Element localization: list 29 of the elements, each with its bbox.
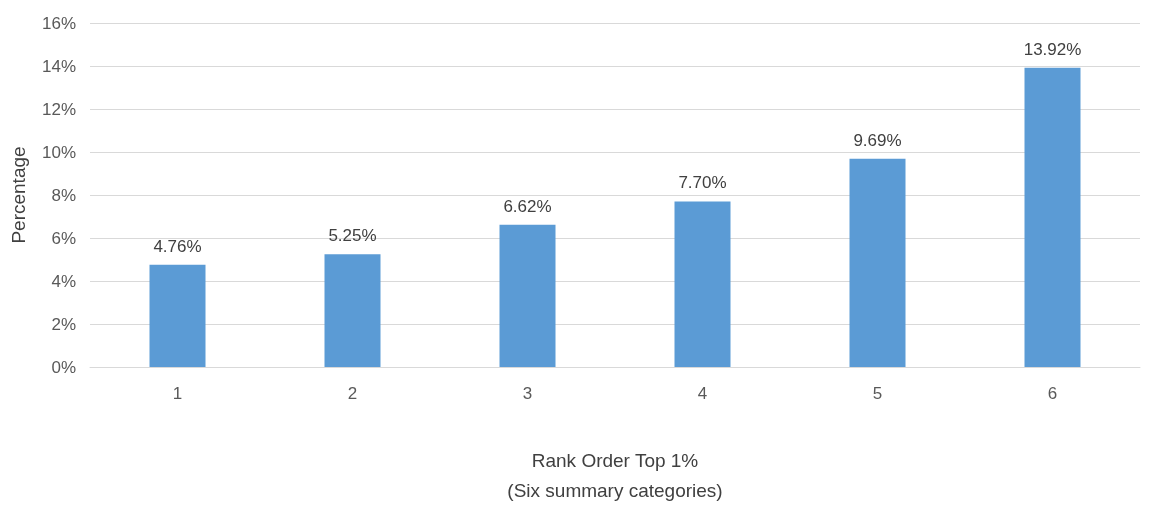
y-axis-title: Percentage (8, 146, 29, 244)
bar (149, 264, 206, 367)
x-tick-label: 6 (1047, 384, 1058, 403)
x-axis-title: Rank Order Top 1% (Six summary categories) (507, 449, 723, 501)
y-tick-label: 12% (41, 99, 76, 119)
y-tick-label: 8% (51, 185, 76, 205)
data-label: 4.76% (153, 236, 202, 256)
x-tick-label: 2 (347, 384, 358, 403)
y-tick-label: 10% (41, 142, 76, 162)
bar (499, 224, 556, 367)
y-tick-label: 2% (51, 314, 76, 334)
x-tick-label: 1 (172, 384, 183, 403)
y-tick-label: 14% (41, 56, 76, 76)
bar (1024, 67, 1081, 367)
y-tick-label: 16% (41, 13, 76, 33)
data-label: 13.92% (1023, 39, 1082, 59)
data-label: 7.70% (678, 173, 727, 193)
data-label: 6.62% (503, 196, 552, 216)
y-tick-label: 4% (51, 271, 76, 291)
data-label: 5.25% (328, 226, 377, 246)
bar (324, 254, 381, 367)
bar (849, 158, 906, 367)
y-tick-label: 0% (51, 357, 76, 377)
x-tick-label: 3 (522, 384, 533, 403)
x-tick-label: 5 (872, 384, 883, 403)
y-tick-label: 6% (51, 228, 76, 248)
data-label: 9.69% (853, 130, 902, 150)
bar (674, 201, 731, 367)
x-tick-label: 4 (697, 384, 708, 403)
